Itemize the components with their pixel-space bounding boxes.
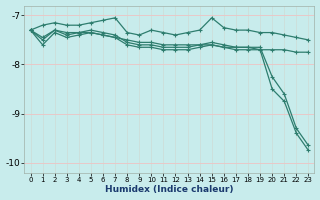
X-axis label: Humidex (Indice chaleur): Humidex (Indice chaleur) [105, 185, 234, 194]
